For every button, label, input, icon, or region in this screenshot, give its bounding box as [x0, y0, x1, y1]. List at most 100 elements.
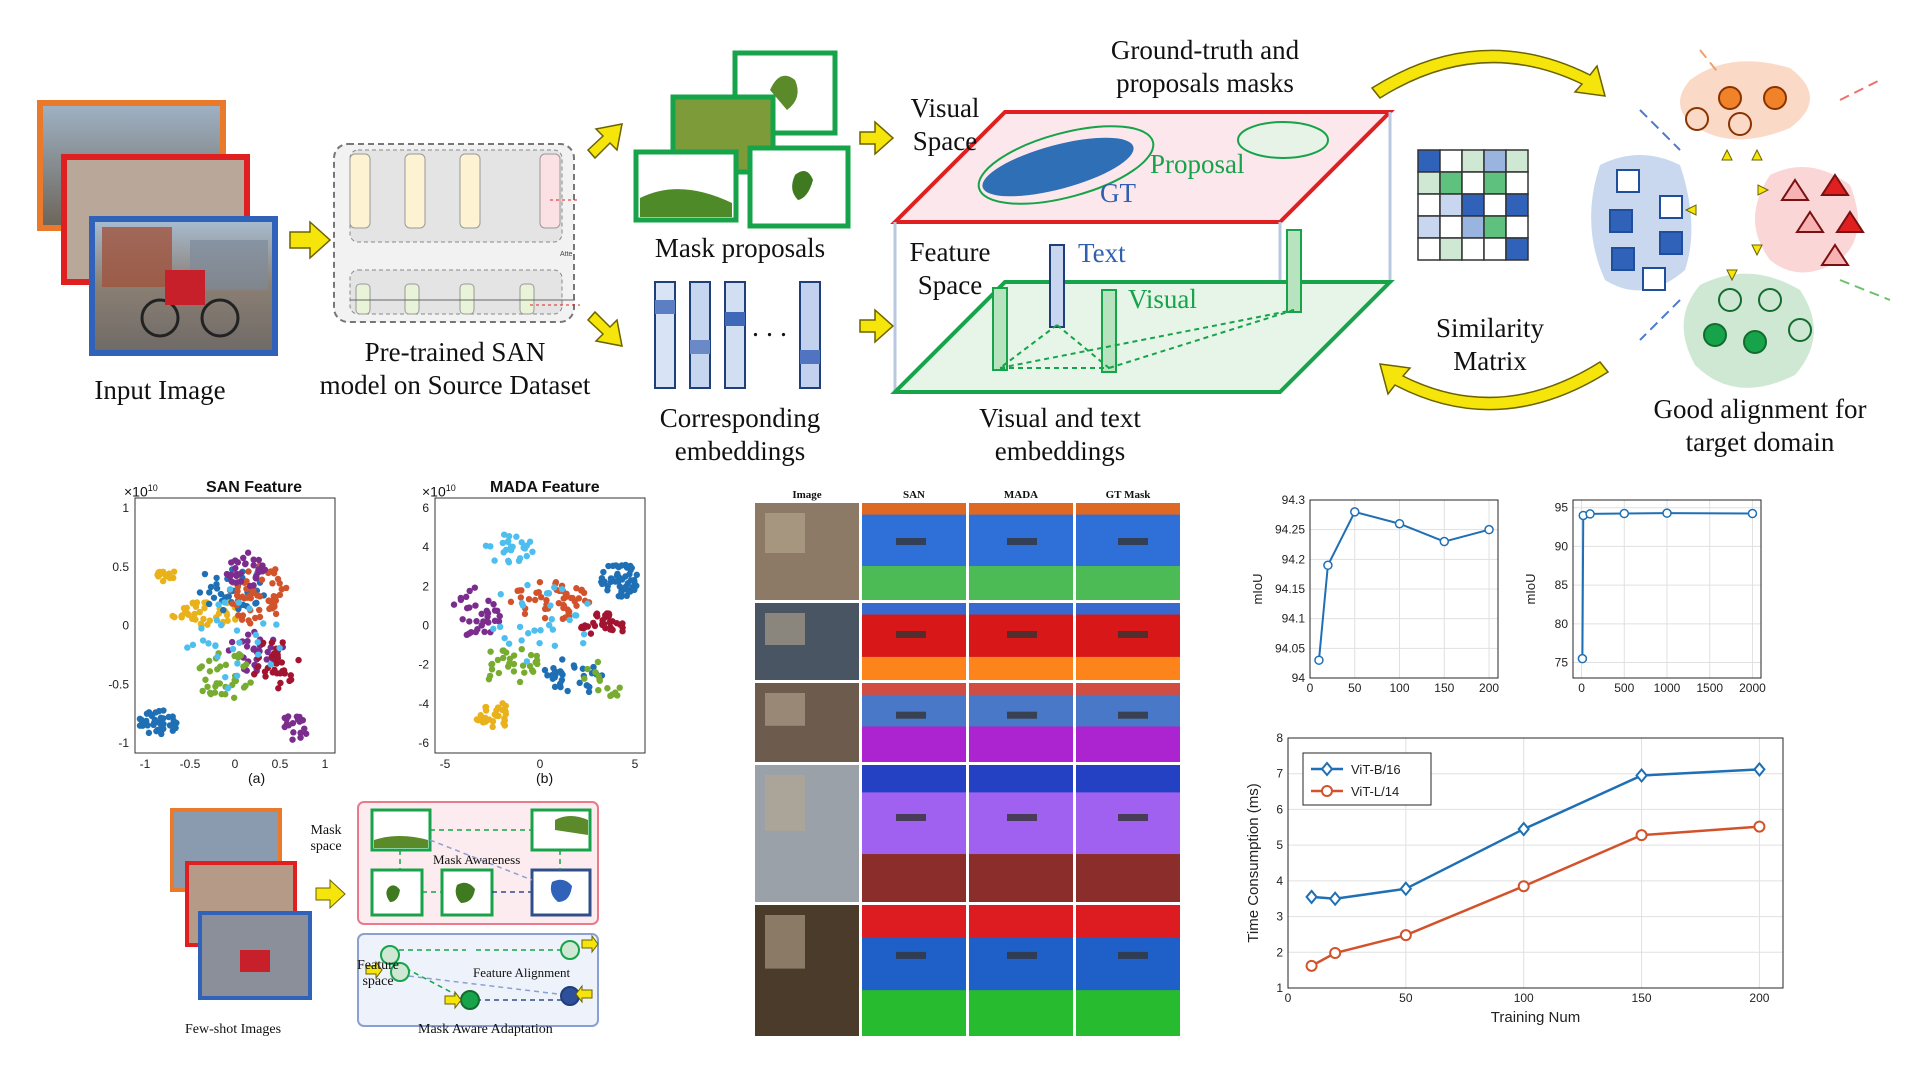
scatter-a-point: [259, 640, 266, 648]
scatter-a-point: [252, 631, 260, 639]
chart3-point-diamond: [1635, 767, 1648, 784]
flow-arrows: [289, 120, 895, 347]
scatter-b-point: [611, 690, 619, 698]
scatter-a-point: [253, 573, 260, 581]
scatter-b-point: [473, 617, 480, 625]
scatter-b-point: [543, 597, 550, 604]
scatter-a-point: [302, 730, 310, 737]
scatter-a-point: [160, 725, 167, 733]
chart3-ytick: 8: [1276, 731, 1283, 745]
chart2-line: [1581, 512, 1753, 659]
input-image-stack: [37, 100, 278, 356]
scatter-a-point: [206, 617, 214, 624]
grid-mask-region: [862, 765, 966, 793]
grid-mask-tag: [1118, 951, 1148, 959]
scatter-b-point: [457, 596, 465, 604]
scatter-b-point: [504, 538, 512, 546]
scatter-a-point: [233, 592, 241, 599]
scatter-b-ytick: 6: [422, 501, 429, 515]
gt-masks-caption: Ground-truth and proposals masks: [1055, 34, 1355, 100]
scatter-b-point: [497, 591, 504, 598]
scatter-a-point: [242, 661, 250, 668]
scatter-b-point: [481, 628, 488, 636]
matrix-cell: [1417, 237, 1441, 261]
scatter-b-point: [573, 612, 580, 619]
vt-line2: embeddings: [994, 436, 1126, 466]
chart2-point: [1662, 508, 1672, 518]
scatter-a-point: [242, 682, 249, 690]
scatter-b-point: [516, 587, 523, 594]
scatter-a-exponent-base: ×10: [124, 483, 148, 500]
scatter-a-point: [207, 583, 215, 591]
scatter-b-point: [551, 683, 559, 691]
san-caption-line1: Pre-trained SAN: [364, 337, 546, 367]
scatter-b-point: [524, 581, 531, 589]
scatter-a-point: [229, 645, 237, 653]
scatter-a-point: [279, 639, 286, 646]
scatter-b-point: [624, 586, 631, 594]
matrix-cell: [1439, 215, 1463, 239]
chart3-point-circle: [1399, 929, 1412, 942]
scatter-b-caption: (b): [536, 770, 554, 786]
matrix-cell: [1461, 149, 1485, 173]
scatter-b-point: [598, 580, 606, 588]
embeddings-dots: . . .: [752, 312, 787, 343]
scatter-a-point: [150, 720, 158, 727]
scatter-a-point: [200, 615, 207, 623]
scatter-b-point: [591, 622, 599, 630]
input-image-caption: Input Image: [94, 375, 226, 405]
similarity-caption: Similarity Matrix: [1395, 312, 1585, 378]
scatter-a-point: [289, 736, 296, 743]
scatter-b-point: [500, 647, 507, 654]
scatter-b-point: [477, 712, 484, 719]
scatter-a-point: [211, 689, 219, 696]
visual-space-line1: Visual: [910, 93, 980, 123]
scatter-b-point: [485, 619, 492, 626]
scatter-a-point: [213, 617, 221, 624]
scatter-a-point: [233, 627, 241, 634]
scatter-b-point: [580, 589, 588, 597]
grid-mask-tag: [896, 631, 926, 638]
scatter-a-point: [252, 614, 259, 622]
scatter-a-point: [215, 610, 223, 617]
chart3-legend-label: ViT-B/16: [1351, 762, 1401, 777]
chart3-ytick: 4: [1276, 874, 1283, 888]
grid-mask-region: [1076, 854, 1180, 902]
scatter-a-point: [159, 577, 167, 585]
scatter-b-point: [627, 577, 634, 584]
scatter-a-point: [250, 556, 257, 563]
scatter-a-point: [217, 590, 225, 598]
chart1-xtick: 150: [1434, 681, 1454, 695]
scatter-b-point: [488, 661, 495, 668]
matrix-cell: [1461, 215, 1485, 239]
chart2-point: [1577, 653, 1588, 664]
matrix-cell: [1505, 149, 1529, 173]
chart1-xtick: 100: [1390, 681, 1410, 695]
chart3-point-circle: [1517, 880, 1530, 893]
grid-mask-region: [969, 854, 1073, 902]
scatter-a-point: [240, 554, 247, 562]
grid-mask-region: [1076, 765, 1180, 793]
chart1-line: [1317, 510, 1490, 661]
scatter-b-point: [558, 585, 566, 593]
scatter-a-point: [268, 639, 276, 646]
scatter-a-point: [169, 612, 176, 620]
scatter-b-point: [541, 666, 549, 674]
scatter-a-point: [180, 604, 188, 612]
grid-mask-region: [969, 726, 1073, 762]
scatter-b-point: [550, 664, 557, 672]
scatter-a-point: [245, 568, 252, 575]
scatter-b-point: [607, 578, 615, 585]
scatter-a-point: [244, 637, 251, 645]
chart1-ytick: 94.2: [1282, 552, 1306, 566]
scatter-b-point: [547, 602, 554, 609]
scatter-b-point: [531, 627, 538, 634]
scatter-b-point: [519, 602, 527, 609]
matrix-cell: [1483, 171, 1507, 195]
scatter-b-point: [496, 623, 504, 631]
scatter-b-point: [584, 600, 591, 607]
scatter-a-point: [270, 570, 278, 577]
scatter-b-point: [466, 618, 473, 625]
scatter-b-point: [580, 625, 587, 632]
scatter-a-point: [283, 584, 290, 592]
